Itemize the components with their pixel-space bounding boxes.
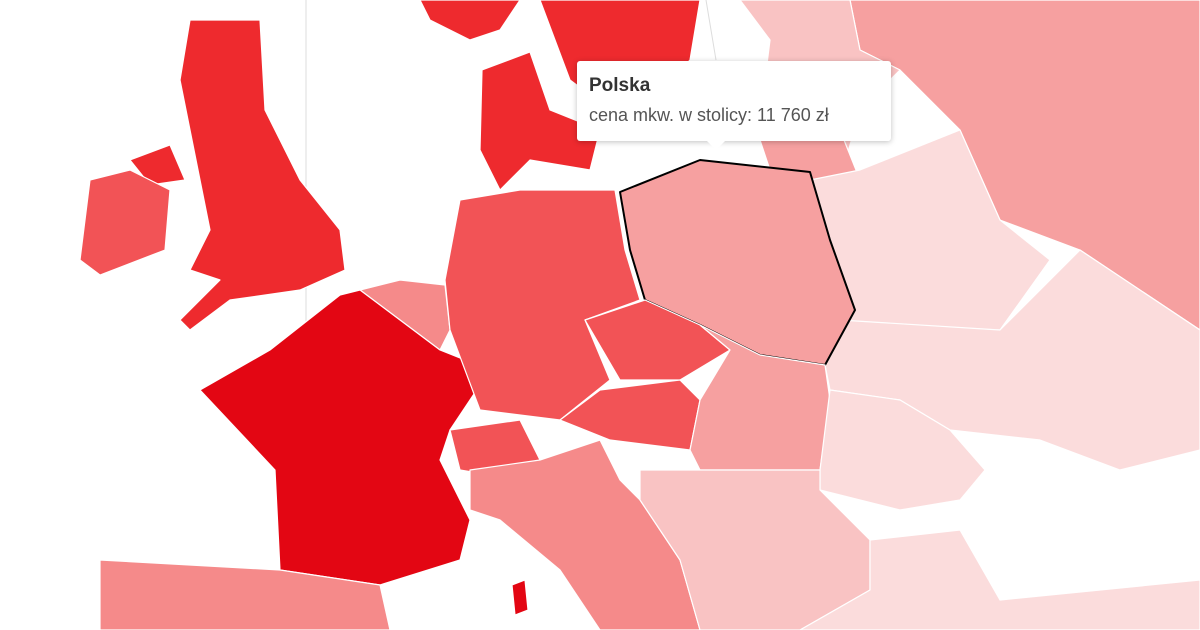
country-ukraine[interactable] <box>824 249 1200 471</box>
tooltip-value: cena mkw. w stolicy: 11 760 zł <box>589 105 829 125</box>
country-denmark[interactable] <box>479 51 601 191</box>
map-divider-line <box>705 0 717 61</box>
country-ireland[interactable] <box>79 169 171 276</box>
country-norway[interactable] <box>419 0 521 41</box>
country-turkey-bulgaria[interactable] <box>799 529 1200 630</box>
country-corsica[interactable] <box>511 579 529 616</box>
tooltip-title: Polska <box>589 75 651 96</box>
country-france[interactable] <box>199 289 491 586</box>
country-uk[interactable] <box>179 19 346 331</box>
country-germany[interactable] <box>444 189 641 421</box>
country-tooltip: Polska cena mkw. w stolicy: 11 760 zł <box>577 61 891 150</box>
country-spain[interactable] <box>99 559 391 630</box>
